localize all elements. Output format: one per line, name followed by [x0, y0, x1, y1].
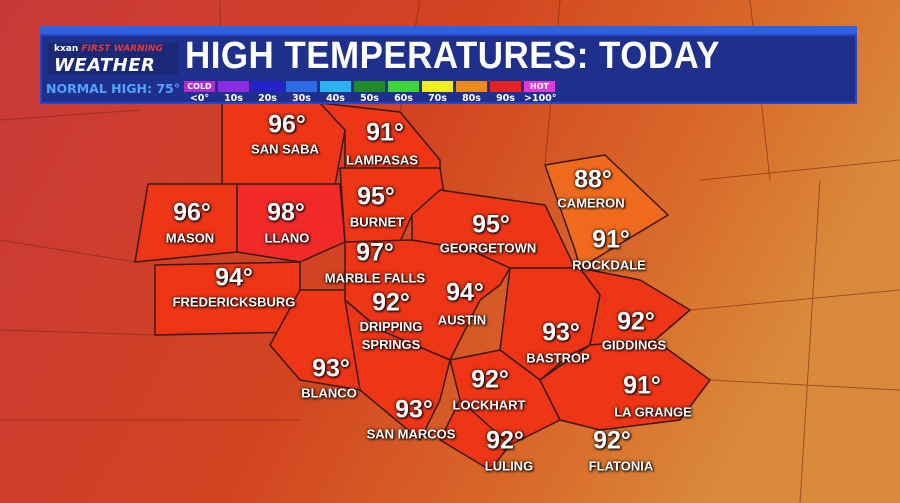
city-temperature: 95°: [472, 210, 510, 239]
city-temperature: 95°: [357, 182, 395, 211]
city-name: LULING: [484, 458, 534, 474]
city-temperature: 92°: [372, 288, 410, 317]
city-name: MARBLE FALLS: [324, 270, 426, 286]
city-name: BASTROP: [526, 350, 590, 366]
city-name: LLANO: [264, 230, 310, 246]
legend-label: <0°: [189, 93, 210, 104]
city-temperature: 91°: [366, 118, 404, 147]
city-name: AUSTIN: [437, 312, 487, 328]
city-name: LAMPASAS: [346, 152, 418, 168]
county-llano: [236, 183, 346, 263]
brand-tag: FIRST WARNING: [81, 44, 163, 54]
city-temperature: 93°: [395, 395, 433, 424]
legend-label: 90s: [496, 93, 515, 104]
city-temperature: 94°: [446, 278, 484, 307]
legend-label: >100°: [524, 93, 557, 104]
legend-color: [456, 81, 487, 92]
city-name: SAN MARCOS: [366, 426, 456, 442]
legend-swatch: HOT >100°: [524, 81, 557, 104]
city-temperature: 96°: [173, 198, 211, 227]
city-temperature: 91°: [592, 225, 630, 254]
legend-color: HOT: [524, 81, 555, 92]
city-temperature: 91°: [623, 371, 661, 400]
legend-swatch: 50s: [354, 81, 385, 104]
city-temperature: 92°: [617, 307, 655, 336]
legend-color: [388, 81, 419, 92]
banner-accent: [40, 26, 857, 34]
city-temperature: 92°: [593, 426, 631, 455]
legend-swatch: 70s: [422, 81, 453, 104]
city-temperature: 93°: [542, 318, 580, 347]
station-logo: kxan FIRST WARNING WEATHER: [48, 43, 178, 76]
legend-label: 80s: [462, 93, 481, 104]
title-banner: kxan FIRST WARNING WEATHER HIGH TEMPERAT…: [40, 26, 857, 104]
city-name: LA GRANGE: [614, 404, 692, 420]
brand-name: kxan: [54, 44, 79, 54]
legend-color: [218, 81, 249, 92]
city-name: FREDERICKSBURG: [172, 294, 296, 310]
city-name: DRIPPING SPRINGS: [359, 319, 423, 352]
brand-sub: WEATHER: [54, 55, 156, 76]
city-temperature: 94°: [215, 263, 253, 292]
county-fayette: [539, 339, 711, 431]
city-temperature: 92°: [486, 426, 524, 455]
city-name: BLANCO: [301, 385, 357, 401]
county-hays: [344, 299, 451, 441]
city-name: GEORGETOWN: [439, 240, 537, 256]
legend-label: 70s: [428, 93, 447, 104]
city-temperature: 96°: [268, 110, 306, 139]
legend-color: COLD: [184, 81, 215, 92]
city-temperature: 97°: [356, 238, 394, 267]
legend-swatch: 80s: [456, 81, 487, 104]
legend-label: 20s: [258, 93, 277, 104]
legend-label: 60s: [394, 93, 413, 104]
legend-swatch: 40s: [320, 81, 351, 104]
city-name: CAMERON: [557, 195, 625, 211]
city-name: LOCKHART: [452, 397, 526, 413]
legend-swatch: 10s: [218, 81, 249, 104]
legend-color: [286, 81, 317, 92]
city-name: BURNET: [349, 214, 405, 230]
legend-color: [422, 81, 453, 92]
normal-high: NORMAL HIGH: 75°: [46, 81, 180, 96]
legend-color: [252, 81, 283, 92]
legend-swatch: 60s: [388, 81, 419, 104]
legend-swatch: COLD <0°: [184, 81, 215, 104]
city-name: SAN SABA: [251, 141, 319, 157]
legend-label: 50s: [360, 93, 379, 104]
legend-color: [490, 81, 521, 92]
legend-swatch: 90s: [490, 81, 521, 104]
city-name: ROCKDALE: [572, 257, 646, 273]
city-name: FLATONIA: [588, 458, 654, 474]
county-milam: [544, 154, 669, 269]
legend-label: 40s: [326, 93, 345, 104]
legend-color: [320, 81, 351, 92]
city-temperature: 88°: [574, 165, 612, 194]
city-name: GIDDINGS: [601, 337, 667, 353]
city-temperature: 98°: [267, 198, 305, 227]
legend-swatch: 20s: [252, 81, 283, 104]
legend-color: [354, 81, 385, 92]
legend-swatch: 30s: [286, 81, 317, 104]
legend-label: 10s: [224, 93, 243, 104]
legend-label: 30s: [292, 93, 311, 104]
city-temperature: 92°: [471, 365, 509, 394]
city-temperature: 93°: [312, 354, 350, 383]
city-name: MASON: [165, 230, 215, 246]
county-gonzales: [439, 399, 511, 471]
page-title: HIGH TEMPERATURES: TODAY: [185, 35, 720, 77]
color-legend: COLD <0° 10s 20s 30s 40s 50s 60s 70s 80s 90s HOT >10…: [184, 81, 557, 104]
